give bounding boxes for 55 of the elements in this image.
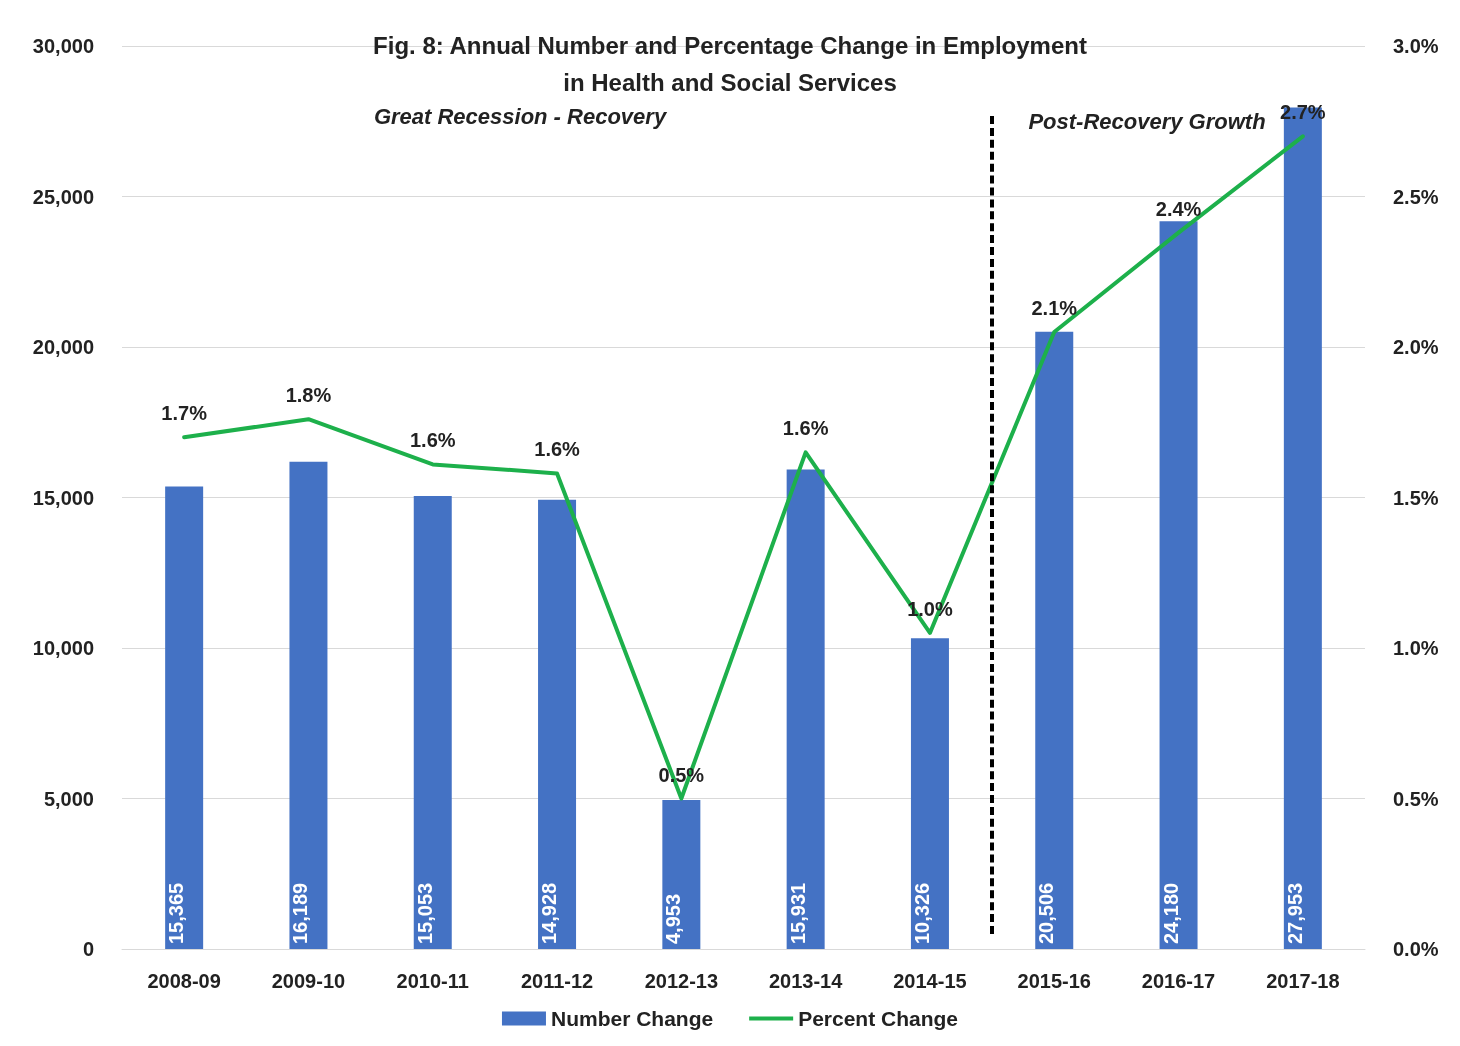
y-tick-label: 30,000 <box>32 35 94 57</box>
data-label: 10,326 <box>910 882 933 944</box>
x-tick-label: 2016-17 <box>1141 970 1216 992</box>
bar <box>1159 221 1198 949</box>
x-tick-label: 2011-12 <box>520 970 594 992</box>
bar <box>662 799 701 949</box>
legend-label: Number Change <box>550 1007 714 1030</box>
x-tick-label: 2015-16 <box>1017 970 1091 992</box>
x-tick-label: 2010-11 <box>396 970 469 992</box>
y-tick-label: 15,000 <box>32 486 94 509</box>
y-tick-label: 10,000 <box>32 637 94 659</box>
data-label: 1.6% <box>409 429 456 452</box>
y2-tick-label: 2.5% <box>1393 185 1439 208</box>
data-label: 20,506 <box>1035 882 1058 944</box>
bar <box>289 461 328 949</box>
chart-title: Fig. 8: Annual Number and Percentage Change in Employment in Health and Social Services <box>373 32 1087 96</box>
data-label: 2.4% <box>1155 197 1202 220</box>
data-label: 15,365 <box>165 882 188 944</box>
y-tick-label: 25,000 <box>32 185 94 208</box>
annotation: Great Recession - Recovery <box>373 103 668 129</box>
y-tick-label: 20,000 <box>32 336 94 358</box>
bar <box>538 499 577 949</box>
data-label: 24,180 <box>1159 882 1182 944</box>
x-tick-label: 2012-13 <box>644 970 719 992</box>
bar <box>786 469 825 949</box>
y-tick-label: 5,000 <box>43 787 94 810</box>
y2-tick-label: 1.0% <box>1393 637 1439 659</box>
bar <box>413 495 452 949</box>
data-label: 1.7% <box>161 402 208 425</box>
data-label: 1.6% <box>534 438 581 461</box>
y2-tick-label: 0.0% <box>1393 938 1439 960</box>
data-label: 16,189 <box>289 882 312 944</box>
x-tick-label: 2013-14 <box>768 970 844 992</box>
y2-tick-label: 1.5% <box>1393 486 1439 509</box>
y2-tick-label: 0.5% <box>1393 787 1439 810</box>
legend-label: Percent Change <box>798 1007 959 1030</box>
x-tick-label: 2008-09 <box>147 970 221 992</box>
bar <box>1035 331 1074 949</box>
y2-tick-label: 3.0% <box>1393 35 1439 57</box>
data-label: 2.1% <box>1031 296 1078 319</box>
data-label: 15,053 <box>413 882 436 944</box>
data-label: 1.8% <box>285 384 332 407</box>
data-label: 14,928 <box>538 882 561 944</box>
x-tick-label: 2014-15 <box>893 970 967 992</box>
annotation: Post-Recovery Growth <box>1028 108 1266 134</box>
data-label: 15,931 <box>786 882 809 944</box>
bar <box>165 486 204 949</box>
x-tick-label: 2009-10 <box>271 970 346 992</box>
bar <box>910 638 949 949</box>
y2-tick-label: 2.0% <box>1393 336 1439 358</box>
x-tick-label: 2017-18 <box>1266 970 1340 992</box>
data-label: 27,953 <box>1283 882 1306 944</box>
data-label: 1.6% <box>782 417 829 440</box>
y-tick-label: 0 <box>82 938 94 960</box>
data-label: 4,953 <box>662 893 685 944</box>
